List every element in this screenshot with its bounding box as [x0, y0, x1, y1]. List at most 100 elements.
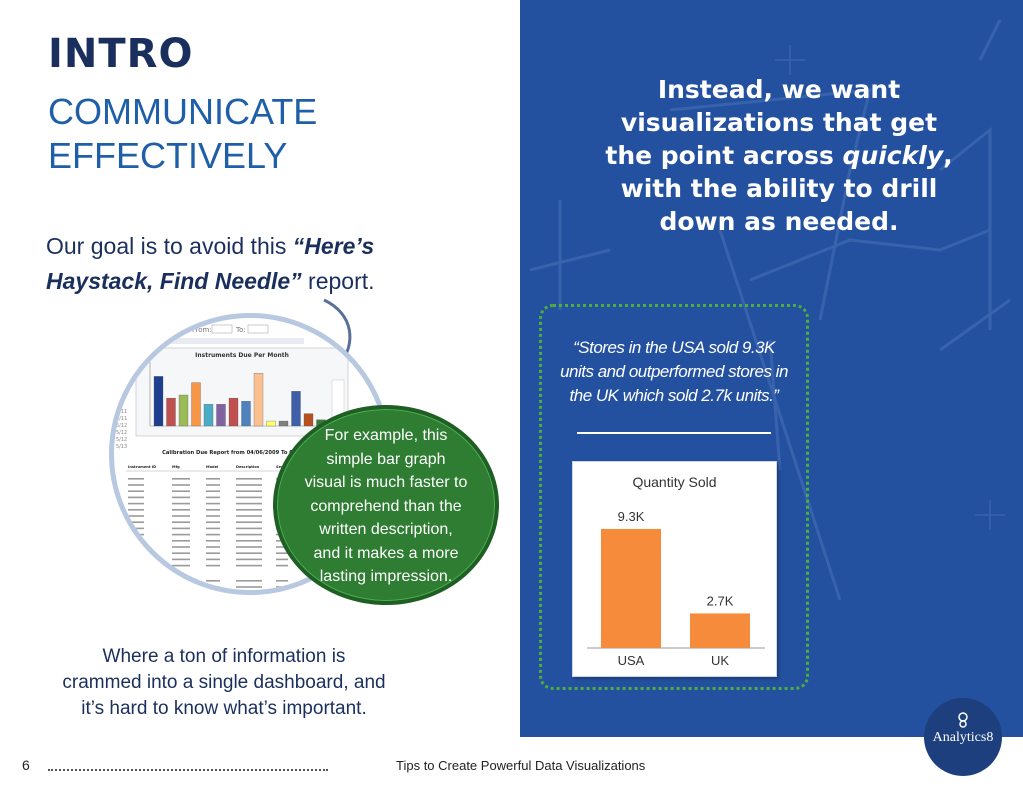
- headline-emphasis: quickly: [842, 141, 944, 170]
- subtitle-line: EFFECTIVELY: [48, 135, 288, 176]
- chart-title: Quantity Sold: [632, 474, 717, 490]
- thumb-table-cell: [172, 502, 190, 505]
- logo-text: Analytics8: [932, 730, 994, 745]
- thumb-from-label: From:: [192, 326, 212, 334]
- background-sketch-graphic: [529, 19, 1011, 601]
- caption-line: Where a ton of information is: [102, 646, 346, 667]
- right-panel: Instead, we want visualizations that get…: [520, 0, 1023, 737]
- thumb-column-header: Model: [206, 465, 218, 469]
- svg-text:5/11: 5/11: [116, 416, 127, 422]
- page-title: INTRO: [48, 31, 194, 77]
- caption-line: crammed into a single dashboard, and: [62, 672, 386, 693]
- thumb-table-cell: [206, 490, 220, 492]
- thumb-table-cell: [206, 515, 220, 517]
- thumb-bar: [241, 401, 251, 427]
- callout-line: written description,: [319, 521, 453, 538]
- thumb-bar: [191, 382, 201, 427]
- thumb-table-cell: [128, 496, 144, 499]
- thumb-column-header: Description: [236, 465, 260, 469]
- svg-text:5/12: 5/12: [116, 437, 127, 443]
- svg-text:5/12: 5/12: [116, 430, 127, 436]
- thumb-filter-label: Date Range: [146, 326, 187, 334]
- thumb-bar: [266, 420, 276, 427]
- headline-line: the point across quickly,: [564, 139, 994, 172]
- thumb-table-cell: [128, 540, 144, 542]
- thumb-report-title: Calibration Due Report from 04/06/2009 T…: [162, 450, 322, 456]
- thumb-table-cell: [236, 502, 262, 505]
- thumb-bar: [153, 376, 164, 427]
- thumb-table-cell: [206, 540, 220, 542]
- thumb-table-cell: [206, 509, 220, 511]
- thumb-table-cell: [172, 540, 190, 542]
- thumb-table-cell: [236, 478, 262, 480]
- thumb-table-cell: [236, 496, 262, 499]
- headline-line: with the ability to drill: [620, 174, 938, 203]
- headline-line: Instead, we want: [657, 75, 901, 104]
- thumb-table-cell: [172, 564, 190, 567]
- caption: Where a ton of information is crammed in…: [30, 644, 418, 722]
- thumb-bar: [166, 397, 176, 427]
- logo-mark-icon: [958, 712, 968, 728]
- thumb-bar: [291, 391, 301, 427]
- thumb-table-cell: [172, 580, 190, 582]
- thumb-table-cell: [236, 527, 262, 530]
- thumb-bar: [216, 404, 226, 427]
- thumb-table-cell: [128, 564, 144, 567]
- callout-line: simple bar graph: [326, 450, 446, 468]
- thumb-table-cell: [172, 533, 190, 536]
- thumb-table-cell: [206, 496, 220, 499]
- thumb-table-cell: [276, 564, 288, 567]
- thumb-table-cell: [128, 533, 144, 536]
- callout-line: For example, this: [324, 427, 448, 444]
- thumb-bar: [278, 420, 289, 427]
- callout-line: visual is much faster to: [304, 474, 468, 491]
- thumb-bar: [228, 397, 239, 427]
- thumb-column-header: Instrument ID: [128, 465, 156, 469]
- thumb-table-cell: [236, 540, 262, 542]
- thumb-table-cell: [206, 478, 220, 480]
- svg-text:5/13: 5/13: [116, 444, 127, 450]
- goal-post-text: report.: [301, 268, 375, 294]
- footer-dots: [48, 769, 328, 771]
- brand-logo: Analytics8: [924, 698, 1002, 776]
- thumb-table-cell: [236, 558, 262, 561]
- footer-title: Tips to Create Powerful Data Visualizati…: [396, 758, 646, 773]
- dashboard-thumbnail: Date Range From: To: Instruments Due Per…: [116, 324, 376, 588]
- thumb-table-cell: [276, 580, 288, 582]
- thumb-table-cell: [276, 558, 288, 561]
- thumb-table-cell: [236, 552, 262, 554]
- thumb-table-cell: [128, 509, 144, 511]
- thumb-table-cell: [128, 527, 144, 530]
- thumb-table-cell: [206, 484, 220, 486]
- thumb-table-cell: [236, 580, 262, 582]
- thumb-bar: [253, 373, 264, 427]
- thumb-table-cell: [128, 502, 144, 505]
- thumb-table-cell: [236, 515, 262, 517]
- thumb-table-cell: [206, 580, 220, 582]
- thumb-table-cell: [206, 558, 220, 561]
- callout-line: comprehend than the: [310, 497, 462, 515]
- headline-line3-pre: the point across: [605, 141, 843, 170]
- bar-chart-card: Quantity Sold 9.3K USA 2.7K UK: [572, 461, 777, 677]
- quote: “Stores in the USA sold 9.3K units and o…: [554, 336, 794, 408]
- thumb-table-cell: [236, 546, 262, 548]
- thumb-table-cell: [128, 521, 144, 523]
- caption-line: it’s hard to know what’s important.: [81, 698, 367, 719]
- thumb-table-cell: [206, 552, 220, 554]
- thumb-column-header: Mfg: [172, 465, 180, 469]
- headline-line3-post: ,: [943, 141, 953, 170]
- thumb-table-cell: [206, 527, 220, 530]
- thumb-bar: [203, 404, 214, 427]
- thumb-table-cell: [236, 484, 262, 486]
- thumb-table-cell: [206, 564, 220, 567]
- callout-circle: [273, 405, 499, 605]
- chart-category-label: USA: [618, 653, 645, 668]
- thumb-table-cell: [206, 533, 220, 536]
- chart-value-label: 2.7K: [707, 593, 734, 608]
- headline-line: down as needed.: [659, 207, 899, 236]
- thumb-table-cell: [276, 552, 288, 554]
- thumb-table-cell: [172, 478, 190, 480]
- thumb-chart-title: Instruments Due Per Month: [195, 352, 289, 359]
- thumb-table-cell: [206, 521, 220, 523]
- thumb-table-cell: [128, 478, 144, 480]
